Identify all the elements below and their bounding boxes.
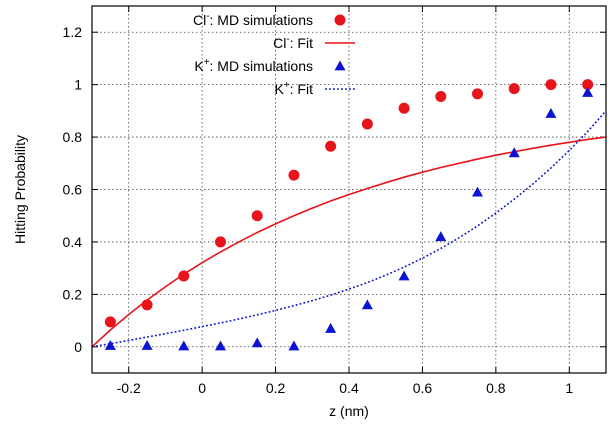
legend: Cl-: MD simulations Cl-: Fit K+: MD simula… xyxy=(193,11,355,97)
data-point xyxy=(435,90,447,102)
data-point xyxy=(325,140,337,152)
legend-sample-marker xyxy=(334,60,346,71)
series-1 xyxy=(92,136,606,348)
data-point xyxy=(472,186,483,197)
y-tick-label: 1 xyxy=(74,77,82,93)
x-tick-label: 0.4 xyxy=(339,380,359,396)
data-point xyxy=(472,88,483,100)
data-point xyxy=(435,231,447,242)
data-point xyxy=(508,83,520,95)
series-3 xyxy=(92,110,606,348)
legend-label: K+: MD simulations xyxy=(194,57,313,74)
tick-labels: -0.2 0 0.2 0.4 0.6 0.8 1 0 0.2 0.4 0.6 0.8 1 1.2 xyxy=(63,24,574,396)
plot-frame xyxy=(91,5,607,374)
y-tick-label: 1.2 xyxy=(63,24,83,40)
data-point xyxy=(215,236,226,248)
series-line xyxy=(92,136,606,348)
axis-ticks xyxy=(92,6,606,373)
data-point xyxy=(141,339,153,350)
legend-label: Cl-: MD simulations xyxy=(193,11,313,28)
x-tick-label: -0.2 xyxy=(117,380,141,396)
data-point xyxy=(215,340,226,351)
y-axis-label: Hitting Probability xyxy=(12,135,28,244)
x-tick-label: 1 xyxy=(565,380,573,396)
grid xyxy=(92,6,606,373)
data-point xyxy=(398,102,410,114)
data-point xyxy=(398,270,410,281)
y-tick-label: 0 xyxy=(74,339,82,355)
data-point xyxy=(361,118,373,130)
data-point xyxy=(582,79,594,91)
y-tick-label: 0.6 xyxy=(63,182,83,198)
legend-sample-marker xyxy=(334,14,346,26)
x-tick-label: 0.6 xyxy=(413,380,433,396)
y-tick-label: 0.8 xyxy=(63,129,83,145)
series-line xyxy=(92,110,606,348)
data-point xyxy=(325,322,337,333)
data-point xyxy=(104,316,116,328)
x-tick-label: 0 xyxy=(198,380,206,396)
data-point xyxy=(251,337,263,348)
x-axis-label: z (nm) xyxy=(329,403,369,419)
data-point xyxy=(178,340,190,351)
x-tick-label: 0.2 xyxy=(266,380,286,396)
data-point xyxy=(288,169,300,181)
data-point xyxy=(251,210,263,222)
y-tick-label: 0.2 xyxy=(63,286,83,302)
series-2 xyxy=(104,87,594,351)
data-point xyxy=(545,107,557,118)
x-tick-label: 0.8 xyxy=(486,380,506,396)
data-point xyxy=(361,299,373,310)
data-point xyxy=(104,339,116,350)
data-point xyxy=(545,79,557,91)
legend-label: K+: Fit xyxy=(274,80,313,97)
data-point xyxy=(582,87,594,97)
data-point xyxy=(288,340,300,351)
legend-label: Cl-: Fit xyxy=(273,34,313,51)
y-tick-label: 0.4 xyxy=(63,234,83,250)
data-point xyxy=(508,147,520,158)
series-layer xyxy=(92,79,606,351)
